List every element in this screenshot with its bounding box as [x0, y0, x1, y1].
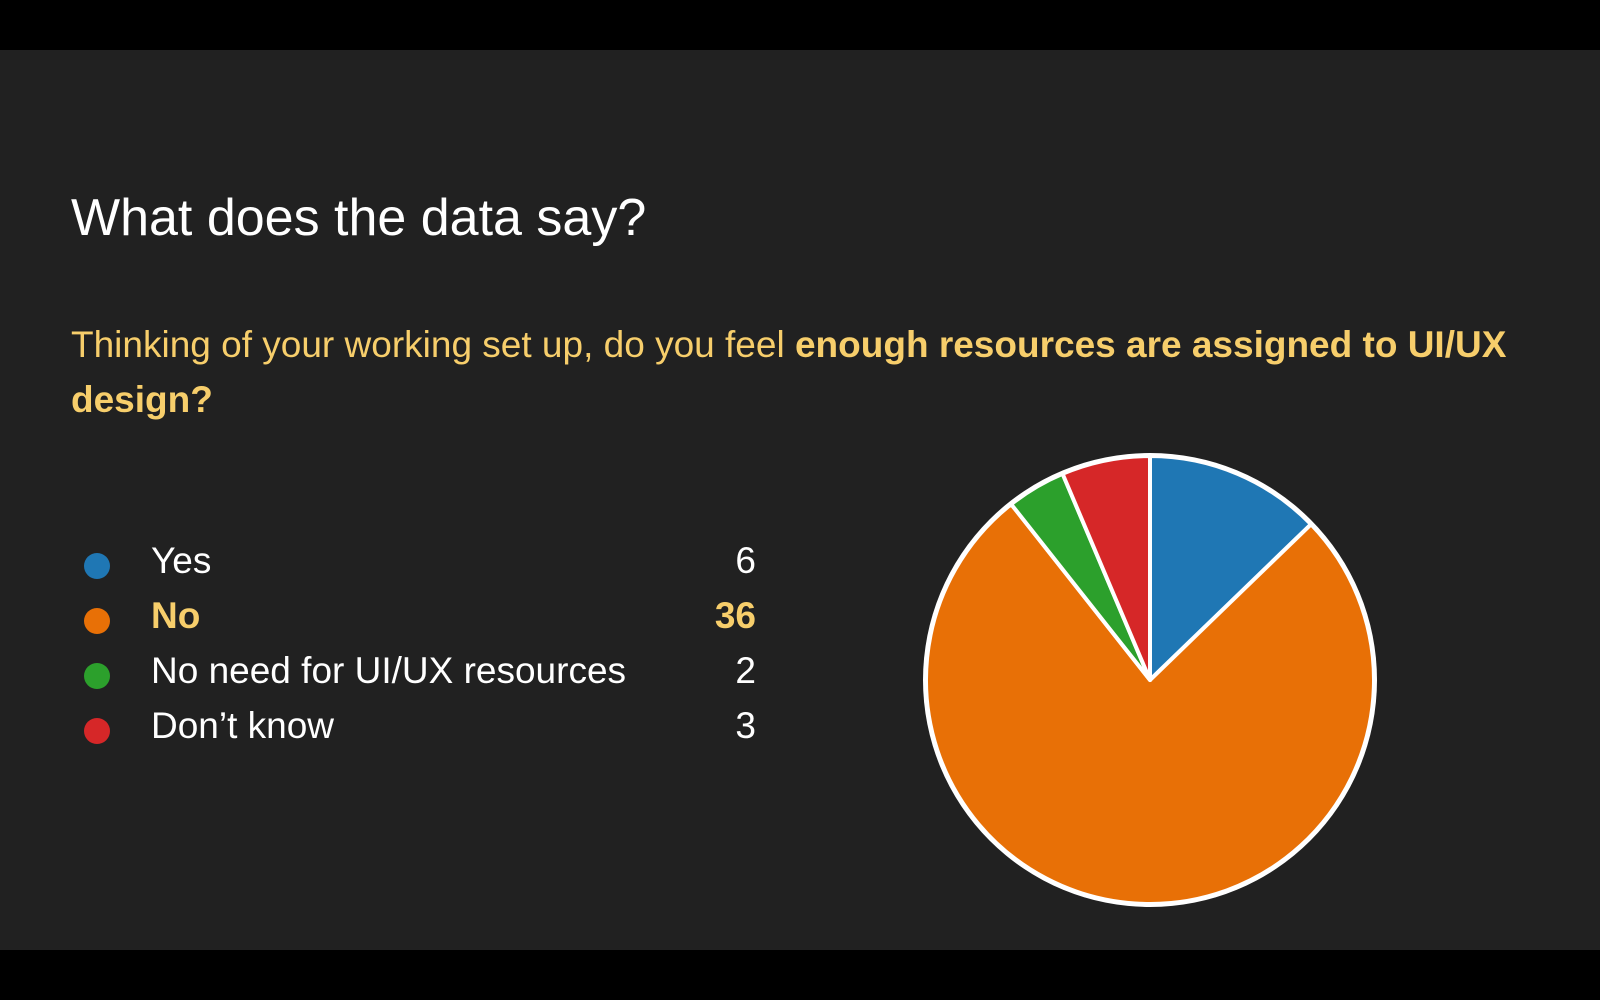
legend-label: Yes	[151, 540, 212, 581]
legend-dot-yes	[84, 553, 110, 579]
legend-value: 36	[714, 595, 756, 636]
legend-dot-no-need	[84, 663, 110, 689]
legend-item-no-need: No need for UI/UX resources 2	[84, 644, 756, 699]
slide: What does the data say? Thinking of your…	[0, 50, 1600, 950]
legend-dot-no	[84, 608, 110, 634]
pie-chart	[923, 453, 1377, 907]
legend-value: 6	[735, 540, 756, 581]
question-emphasis: enough resources are assigned to UI/UX d…	[71, 324, 1507, 420]
legend-item-dont-know: Don’t know 3	[84, 699, 756, 754]
legend: Yes 6 No 36 No need for UI/UX resources …	[84, 534, 756, 754]
legend-label: Don’t know	[151, 705, 335, 746]
legend-value: 2	[735, 650, 756, 691]
question-text: Thinking of your working set up, do you …	[71, 324, 795, 365]
survey-question: Thinking of your working set up, do you …	[71, 317, 1531, 427]
pie-slice-no	[924, 502, 1376, 906]
legend-label: No need for UI/UX resources	[151, 650, 627, 691]
legend-label: No	[151, 595, 201, 636]
legend-item-no: No 36	[84, 589, 756, 644]
legend-dot-dont-know	[84, 718, 110, 744]
slide-title: What does the data say?	[71, 189, 647, 247]
pie-slice-don-t-know	[1060, 454, 1152, 682]
legend-item-yes: Yes 6	[84, 534, 756, 589]
legend-value: 3	[735, 705, 756, 746]
pie-slice-yes	[1148, 454, 1314, 682]
